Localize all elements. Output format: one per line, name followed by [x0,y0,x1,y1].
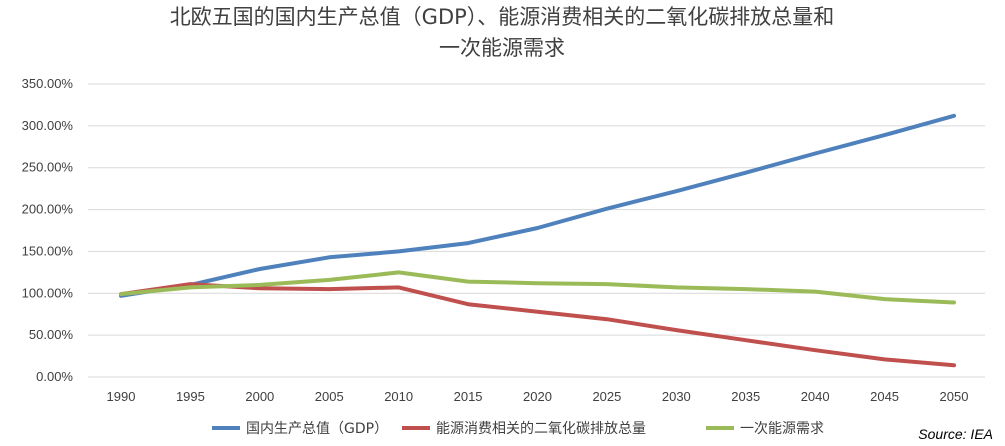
y-tick-label: 200.00% [22,202,74,217]
series-line-1 [119,113,956,298]
x-tick-label: 2030 [662,389,691,404]
x-tick-label: 2015 [454,389,483,404]
x-tick-label: 2040 [801,389,830,404]
series-lines [119,113,956,368]
y-tick-label: 0.00% [36,369,73,384]
x-tick-label: 1995 [176,389,205,404]
legend: 国内生产总值（GDP） 能源消费相关的二氧化碳排放总量 一次能源需求 [212,421,824,437]
legend-label: 一次能源需求 [740,421,824,437]
legend-label: 国内生产总值（GDP） [246,421,388,437]
y-tick-label: 350.00% [22,76,74,91]
x-tick-label: 2005 [315,389,344,404]
legend-label: 能源消费相关的二氧化碳排放总量 [436,421,646,437]
gridlines [88,83,985,378]
chart-title: 北欧五国的国内生产总值（GDP）、能源消费相关的二氧化碳排放总量和 一次能源需求 [170,5,835,60]
y-axis-tick-labels: 0.00% 50.00% 100.00% 150.00% 200.00% 250.00% 3… [22,76,74,384]
legend-item-3: 一次能源需求 [706,421,824,437]
x-axis-tick-labels: 1990 1995 2000 2005 2010 2015 2020 2025 2030 2035… [107,389,969,404]
x-tick-label: 2000 [245,389,274,404]
chart-title-line-1: 北欧五国的国内生产总值（GDP）、能源消费相关的二氧化碳排放总量和 [170,5,835,29]
y-tick-label: 300.00% [22,118,74,133]
y-tick-label: 250.00% [22,160,74,175]
x-tick-label: 2035 [731,389,760,404]
chart-title-line-2: 一次能源需求 [439,36,565,60]
x-tick-label: 2020 [523,389,552,404]
series-line-2 [119,282,956,368]
source-note: Source: IEA [918,426,993,442]
x-tick-label: 2050 [940,389,969,404]
x-tick-label: 2025 [592,389,621,404]
x-tick-label: 2010 [384,389,413,404]
legend-item-1: 国内生产总值（GDP） [212,421,388,437]
y-tick-label: 100.00% [22,285,74,300]
x-tick-label: 2045 [870,389,899,404]
y-tick-label: 150.00% [22,243,74,258]
y-tick-label: 50.00% [29,327,74,342]
series-line-3 [119,270,956,305]
legend-item-2: 能源消费相关的二氧化碳排放总量 [402,421,646,437]
x-tick-label: 1990 [107,389,136,404]
